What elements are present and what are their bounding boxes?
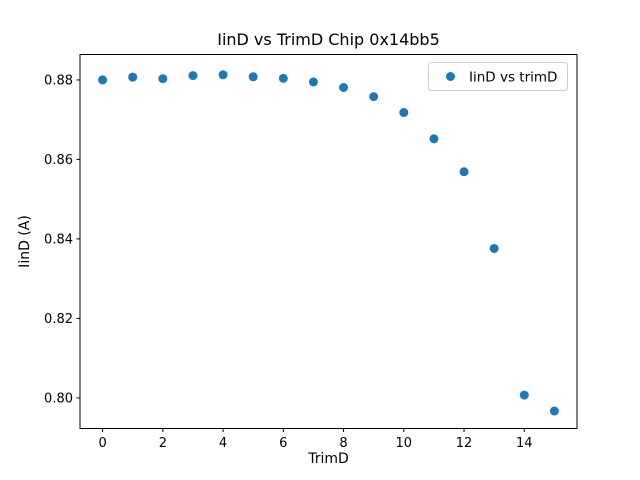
- data-point: [128, 72, 138, 82]
- data-point: [339, 82, 349, 92]
- chart-title: IinD vs TrimD Chip 0x14bb5: [217, 30, 440, 49]
- data-point: [188, 71, 198, 81]
- legend-box: [428, 62, 568, 91]
- data-point: [98, 75, 108, 85]
- data-point: [489, 243, 499, 253]
- y-tick-label: 0.86: [44, 153, 73, 168]
- data-point: [399, 108, 409, 118]
- data-point: [519, 390, 529, 400]
- data-point: [369, 92, 379, 102]
- data-point: [459, 167, 469, 177]
- data-point: [549, 406, 559, 416]
- x-tick-label: 2: [159, 436, 167, 451]
- data-point: [158, 74, 168, 84]
- x-tick-label: 12: [456, 436, 473, 451]
- legend-marker-icon: [446, 72, 455, 81]
- y-axis-label: IinD (A): [17, 215, 33, 268]
- axes-spines: [79, 54, 578, 429]
- y-tick-label: 0.84: [44, 233, 73, 248]
- y-tick-label: 0.80: [44, 392, 73, 407]
- data-point: [308, 77, 318, 87]
- x-tick-label: 8: [339, 436, 347, 451]
- x-tick-label: 10: [396, 436, 413, 451]
- x-tick-label: 14: [516, 436, 533, 451]
- y-tick-label: 0.88: [44, 74, 73, 89]
- axes-group: 0 2 4 6 8 10 12 14 0.80 0.82 0.84 0.86 0.88: [44, 54, 578, 451]
- data-point: [429, 134, 439, 144]
- data-point: [278, 73, 288, 83]
- legend-label: IinD vs trimD: [469, 70, 557, 86]
- x-tick-label: 4: [219, 436, 227, 451]
- data-point: [218, 70, 228, 80]
- plot-area: [80, 54, 577, 429]
- y-tick-label: 0.82: [44, 312, 73, 327]
- legend: IinD vs trimD: [428, 62, 568, 91]
- x-axis-label: TrimD: [307, 451, 349, 467]
- x-tick-label: 6: [279, 436, 287, 451]
- data-point: [248, 72, 258, 82]
- data-points-group: [98, 70, 559, 416]
- x-tick-label: 0: [98, 436, 106, 451]
